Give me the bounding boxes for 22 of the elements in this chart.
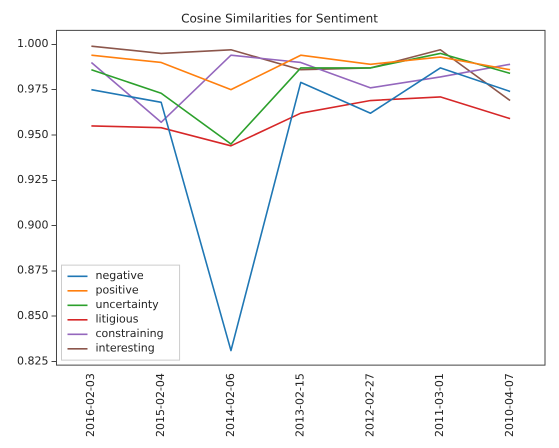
legend-label: uncertainty (95, 298, 160, 312)
y-tick-label: 0.925 (16, 173, 48, 186)
legend-label: constraining (95, 327, 164, 340)
y-tick-label: 1.000 (16, 37, 48, 50)
x-tick-label: 2010-04-07 (502, 373, 516, 438)
x-tick-label: 2011-03-01 (433, 373, 446, 438)
chart-title: Cosine Similarities for Sentiment (181, 11, 378, 26)
y-tick-label: 0.825 (16, 354, 48, 368)
y-tick-label: 0.950 (16, 128, 48, 141)
legend-label: litigious (95, 312, 139, 326)
legend-label: positive (95, 284, 139, 297)
x-tick-label: 2012-02-27 (363, 373, 376, 438)
y-tick-label: 0.900 (16, 218, 48, 232)
y-tick-label: 0.850 (16, 309, 48, 322)
legend-label: negative (95, 269, 144, 282)
x-tick-label: 2015-02-04 (154, 373, 168, 438)
y-tick-label: 0.875 (16, 264, 48, 277)
y-tick-label: 0.975 (16, 82, 48, 96)
legend-label: interesting (95, 342, 155, 355)
x-tick-label: 2014-02-06 (224, 373, 237, 438)
x-tick-label: 2013-02-15 (294, 373, 307, 438)
x-tick-label: 2016-02-03 (84, 373, 98, 438)
